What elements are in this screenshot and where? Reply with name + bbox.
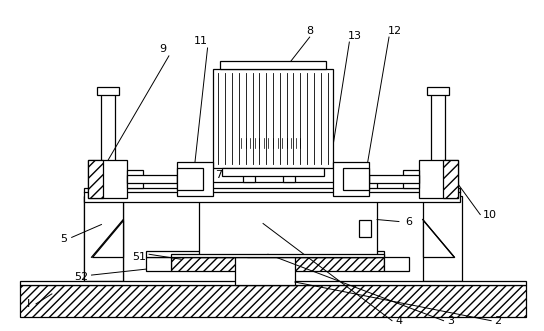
Bar <box>171 257 384 271</box>
Bar <box>359 219 371 237</box>
Bar <box>101 91 115 190</box>
Bar <box>146 257 171 271</box>
Bar <box>177 168 202 190</box>
Text: I: I <box>27 299 30 309</box>
Bar <box>222 168 324 176</box>
Bar <box>443 160 459 198</box>
Text: 4: 4 <box>395 316 403 326</box>
Polygon shape <box>91 219 123 257</box>
Bar <box>219 148 327 158</box>
Polygon shape <box>423 219 454 257</box>
Bar <box>333 162 369 196</box>
Bar <box>343 168 369 190</box>
Bar <box>146 251 384 257</box>
Text: 8: 8 <box>306 26 313 36</box>
Bar <box>431 91 444 190</box>
Bar <box>403 170 419 188</box>
Bar <box>84 196 123 281</box>
Bar <box>426 87 448 95</box>
Bar <box>88 160 103 198</box>
Bar <box>237 138 308 148</box>
Bar <box>243 155 255 182</box>
Text: 13: 13 <box>348 31 362 41</box>
Text: 7: 7 <box>215 170 222 180</box>
Bar <box>84 188 460 202</box>
Bar <box>171 254 384 257</box>
Text: 52: 52 <box>75 272 89 282</box>
Bar <box>127 170 143 188</box>
Bar <box>97 87 119 95</box>
Bar <box>20 285 526 317</box>
Text: 9: 9 <box>159 44 166 54</box>
Bar <box>177 162 213 196</box>
Bar <box>220 61 325 69</box>
Bar <box>419 160 459 198</box>
Bar <box>247 233 283 257</box>
Text: 11: 11 <box>194 36 208 46</box>
Text: 2: 2 <box>494 316 502 326</box>
Bar <box>127 175 177 183</box>
Bar <box>199 182 377 257</box>
Bar <box>369 175 419 183</box>
Bar <box>84 196 123 281</box>
Text: 5: 5 <box>60 234 67 244</box>
Bar <box>88 160 127 198</box>
Bar <box>20 281 526 285</box>
Bar <box>256 221 274 233</box>
Bar <box>423 196 462 281</box>
Bar <box>236 257 295 285</box>
Text: 12: 12 <box>388 26 402 36</box>
Bar <box>384 257 409 271</box>
Text: 10: 10 <box>483 210 497 219</box>
Bar <box>283 155 295 182</box>
Text: 6: 6 <box>405 216 412 226</box>
Text: 3: 3 <box>447 316 454 326</box>
Bar <box>213 69 333 168</box>
Text: 51: 51 <box>132 252 146 262</box>
